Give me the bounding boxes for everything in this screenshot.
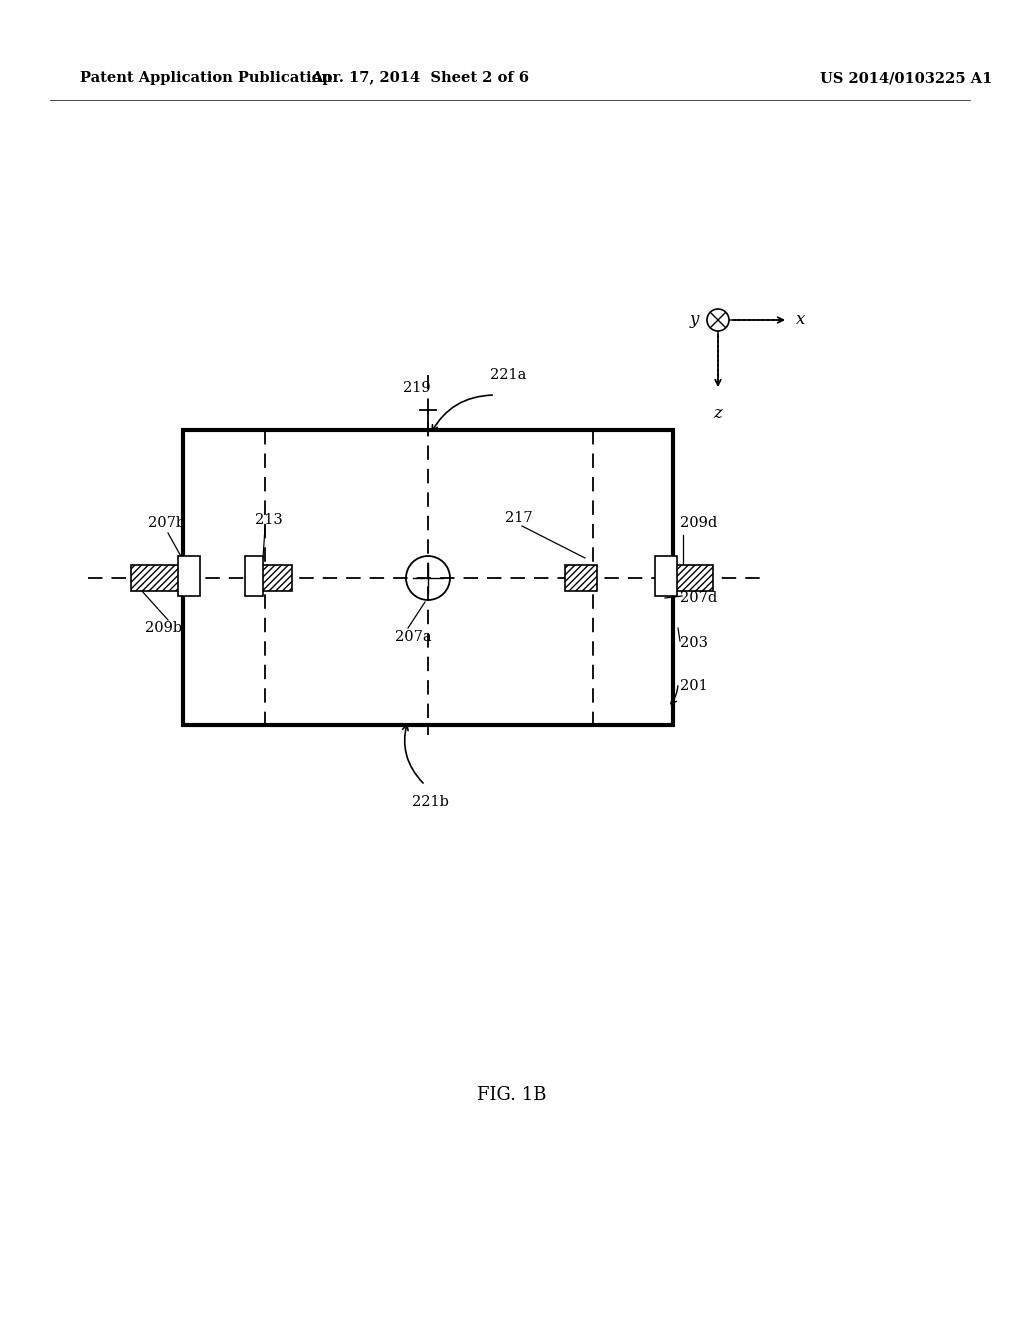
Bar bbox=[655, 556, 677, 597]
Bar bbox=[178, 556, 200, 597]
Text: 213: 213 bbox=[255, 513, 283, 527]
Bar bbox=[131, 565, 196, 591]
Text: 207d: 207d bbox=[680, 591, 717, 605]
Text: 207a: 207a bbox=[395, 630, 432, 644]
Text: 221b: 221b bbox=[412, 795, 449, 809]
Bar bbox=[565, 565, 597, 591]
Text: 209b: 209b bbox=[145, 620, 182, 635]
Bar bbox=[260, 565, 292, 591]
Text: 219: 219 bbox=[403, 381, 431, 395]
Text: 207b: 207b bbox=[148, 516, 185, 531]
Text: 203: 203 bbox=[680, 636, 708, 649]
Bar bbox=[658, 565, 713, 591]
Text: US 2014/0103225 A1: US 2014/0103225 A1 bbox=[820, 71, 992, 84]
Text: 201: 201 bbox=[680, 678, 708, 693]
Text: FIG. 1B: FIG. 1B bbox=[477, 1086, 547, 1104]
Text: 217: 217 bbox=[505, 511, 532, 525]
Text: Patent Application Publication: Patent Application Publication bbox=[80, 71, 332, 84]
Text: 221a: 221a bbox=[490, 368, 526, 381]
Text: 209d: 209d bbox=[680, 516, 717, 531]
Text: y: y bbox=[689, 312, 699, 329]
Text: Apr. 17, 2014  Sheet 2 of 6: Apr. 17, 2014 Sheet 2 of 6 bbox=[311, 71, 529, 84]
Text: z: z bbox=[714, 405, 722, 422]
Bar bbox=[245, 556, 263, 597]
Bar bbox=[183, 430, 673, 725]
Text: x: x bbox=[796, 312, 805, 329]
